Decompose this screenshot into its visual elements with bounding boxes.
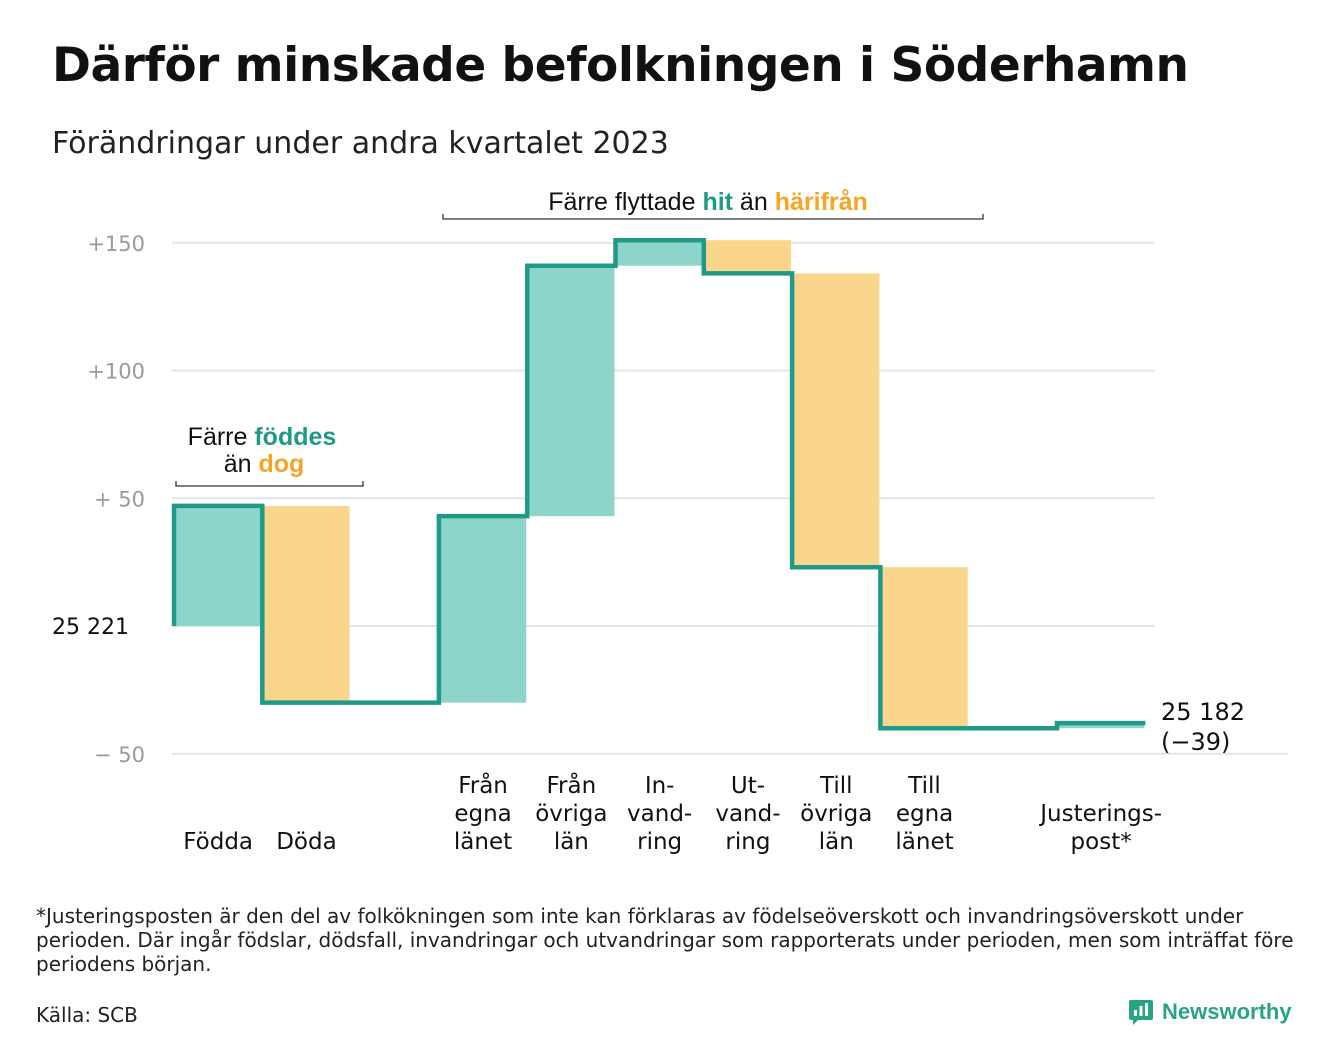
bars xyxy=(174,240,1145,729)
x-tick-label: vand- xyxy=(627,801,692,827)
inflow-bar xyxy=(174,505,263,626)
x-tick-label: Från xyxy=(458,771,508,799)
x-tick-label: Ut- xyxy=(731,773,765,799)
outflow-bar xyxy=(703,240,792,274)
annotation-migration-bracket xyxy=(442,214,984,220)
y-axis-ticks: +150 +100 + 50 − 50 25 221 25 182(−39) xyxy=(52,232,1245,767)
x-tick-label: Döda xyxy=(276,829,336,855)
footnote: *Justeringsposten är den del av folkökni… xyxy=(36,904,1294,976)
x-tick-label: Till xyxy=(907,773,941,799)
x-tick-label: län xyxy=(819,829,854,855)
x-tick-label: länet xyxy=(454,829,512,855)
annotation-migration: Färre flyttade hit än härifrån xyxy=(548,188,868,216)
cumulative-step-line xyxy=(171,237,1146,731)
inflow-bar xyxy=(615,240,703,266)
x-tick-label: övriga xyxy=(535,801,607,827)
outflow-bar xyxy=(880,567,968,729)
chart-title: Därför minskade befolkningen i Söderhamn xyxy=(52,38,1189,93)
annotation-births-bracket xyxy=(175,481,364,487)
annotation-births-line2: än dog xyxy=(224,450,305,478)
step-line-layer xyxy=(171,237,1146,731)
end-value-label: (−39) xyxy=(1161,728,1230,756)
annotation-births-line1: Färre föddes xyxy=(188,423,337,451)
x-tick-label: län xyxy=(554,829,589,855)
x-tick-label: In- xyxy=(645,773,675,799)
x-tick-label: ring xyxy=(637,829,682,855)
bar-chart-bubble-icon xyxy=(1129,1000,1153,1025)
y-tick-label: +100 xyxy=(87,360,145,384)
x-tick-label: post* xyxy=(1071,829,1132,855)
chart-subtitle: Förändringar under andra kvartalet 2023 xyxy=(52,126,669,161)
source-note: Källa: SCB xyxy=(36,1003,138,1027)
x-tick-label: egna xyxy=(896,801,953,827)
x-tick-label: Födda xyxy=(183,829,253,855)
x-tick-label: länet xyxy=(895,829,953,855)
inflow-bar xyxy=(438,516,527,703)
start-value-label: 25 221 xyxy=(52,615,129,640)
outflow-bar xyxy=(262,505,350,703)
y-tick-label: + 50 xyxy=(94,487,145,511)
y-tick-label: − 50 xyxy=(94,743,145,767)
x-tick-label: ring xyxy=(725,829,770,855)
outflow-bar xyxy=(792,273,880,568)
inflow-bar xyxy=(1057,723,1145,729)
y-tick-label: +150 xyxy=(87,232,145,256)
x-tick-label: Till xyxy=(819,773,853,799)
newsworthy-logo: Newsworthy xyxy=(1128,998,1292,1026)
end-value-label: 25 182 xyxy=(1161,698,1245,726)
logo-text: Newsworthy xyxy=(1162,999,1292,1024)
x-tick-label: Justerings- xyxy=(1038,801,1162,827)
waterfall-chart: +150 +100 + 50 − 50 25 221 25 182(−39) Födda D… xyxy=(52,188,1288,855)
x-tick-label: vand- xyxy=(715,801,780,827)
inflow-bar xyxy=(527,265,615,517)
x-tick-label: Från xyxy=(547,771,597,799)
x-tick-label: övriga xyxy=(800,801,872,827)
x-axis-labels: Födda DödaFrånegnalänetFrånövrigalänIn-va… xyxy=(183,771,1162,855)
x-tick-label: egna xyxy=(454,801,511,827)
